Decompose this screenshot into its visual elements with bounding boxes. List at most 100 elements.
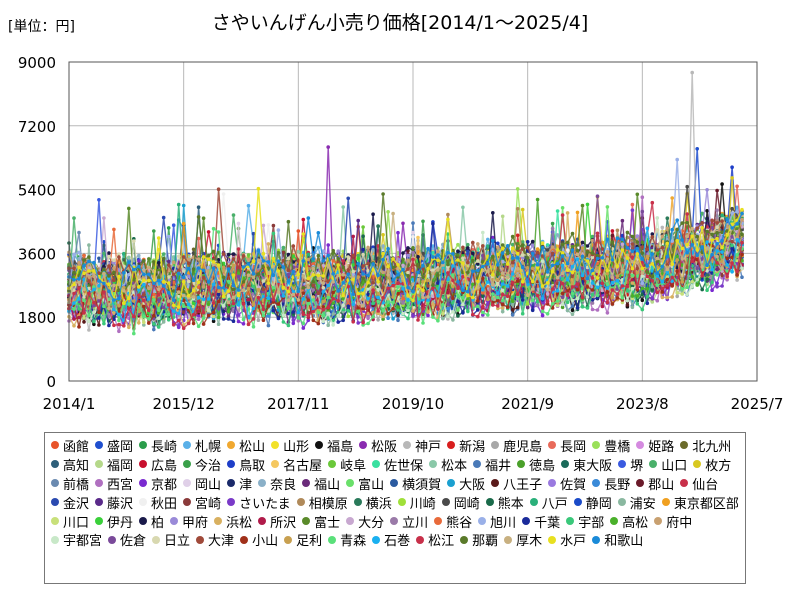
data-point	[640, 195, 645, 199]
data-point	[510, 313, 515, 317]
data-point	[570, 308, 575, 313]
data-point	[152, 327, 156, 332]
unit-label: [単位：円]	[8, 19, 75, 35]
data-point	[152, 229, 156, 233]
data-point	[555, 233, 560, 237]
data-point	[416, 235, 420, 240]
data-point	[740, 275, 744, 280]
data-point	[117, 329, 121, 334]
data-point	[540, 313, 545, 318]
data-point	[236, 221, 241, 226]
data-point	[102, 240, 106, 244]
data-point	[236, 319, 241, 324]
data-point	[326, 145, 331, 149]
data-point	[361, 225, 365, 229]
data-point	[97, 198, 101, 202]
data-point	[246, 253, 251, 257]
data-point	[211, 319, 216, 324]
data-point	[256, 318, 261, 323]
data-point	[496, 241, 500, 246]
data-point	[605, 311, 610, 315]
data-point	[411, 221, 415, 225]
data-point	[166, 226, 171, 230]
data-point	[461, 205, 465, 210]
data-point	[266, 323, 271, 328]
data-point	[396, 230, 400, 235]
data-point	[366, 316, 370, 321]
data-point	[660, 225, 665, 230]
data-point	[87, 328, 91, 332]
data-point	[196, 236, 201, 241]
data-point	[735, 184, 739, 189]
data-point	[127, 255, 131, 260]
data-point	[206, 230, 211, 234]
data-point	[630, 202, 635, 207]
chart-title: さやいんげん小売り価格[2014/1〜2025/4]	[211, 12, 589, 34]
data-point	[735, 278, 739, 282]
data-point	[411, 230, 415, 235]
data-point	[710, 288, 714, 293]
data-point	[381, 233, 385, 237]
data-point	[610, 229, 615, 233]
data-point	[326, 243, 331, 247]
data-point	[296, 229, 301, 233]
data-point	[241, 322, 246, 326]
data-point	[296, 249, 301, 254]
data-point	[301, 217, 306, 222]
data-point	[570, 304, 575, 308]
data-point	[196, 205, 201, 209]
data-point	[161, 252, 166, 256]
data-point	[590, 307, 595, 312]
data-point	[655, 298, 660, 303]
data-point	[640, 298, 645, 303]
data-point	[92, 322, 96, 327]
data-point	[486, 237, 490, 242]
data-point	[316, 245, 321, 250]
data-point	[231, 213, 236, 217]
data-point	[535, 197, 540, 202]
data-point	[281, 245, 286, 250]
data-point	[102, 243, 106, 248]
data-point	[72, 216, 76, 220]
data-point	[550, 221, 555, 226]
data-point	[650, 300, 655, 304]
data-point	[171, 223, 176, 227]
data-point	[191, 247, 196, 252]
data-point	[446, 317, 450, 321]
data-point	[540, 241, 545, 245]
data-point	[381, 244, 385, 248]
data-point	[77, 230, 81, 235]
data-point	[720, 182, 724, 186]
data-point	[196, 317, 201, 322]
data-point	[341, 205, 346, 209]
data-point	[466, 242, 470, 247]
data-point	[555, 209, 560, 213]
data-point	[426, 313, 430, 318]
data-point	[675, 294, 679, 299]
data-point	[102, 251, 106, 256]
series-lines	[67, 70, 744, 336]
data-point	[730, 176, 734, 180]
data-point	[520, 207, 525, 212]
data-point	[421, 219, 425, 224]
data-point	[545, 243, 550, 247]
data-point	[515, 187, 520, 191]
data-point	[595, 308, 600, 312]
data-point	[396, 318, 400, 323]
data-point	[431, 244, 435, 248]
data-point	[730, 165, 734, 169]
data-point	[401, 221, 405, 226]
data-point	[246, 203, 251, 208]
data-point	[705, 209, 709, 213]
data-point	[456, 242, 460, 247]
data-point	[301, 326, 306, 330]
data-point	[246, 302, 251, 306]
data-point	[690, 70, 694, 75]
data-point	[500, 214, 505, 219]
data-point	[670, 196, 674, 200]
data-point	[555, 244, 560, 249]
data-point	[386, 210, 390, 214]
data-point	[695, 147, 699, 151]
data-point	[137, 253, 141, 258]
